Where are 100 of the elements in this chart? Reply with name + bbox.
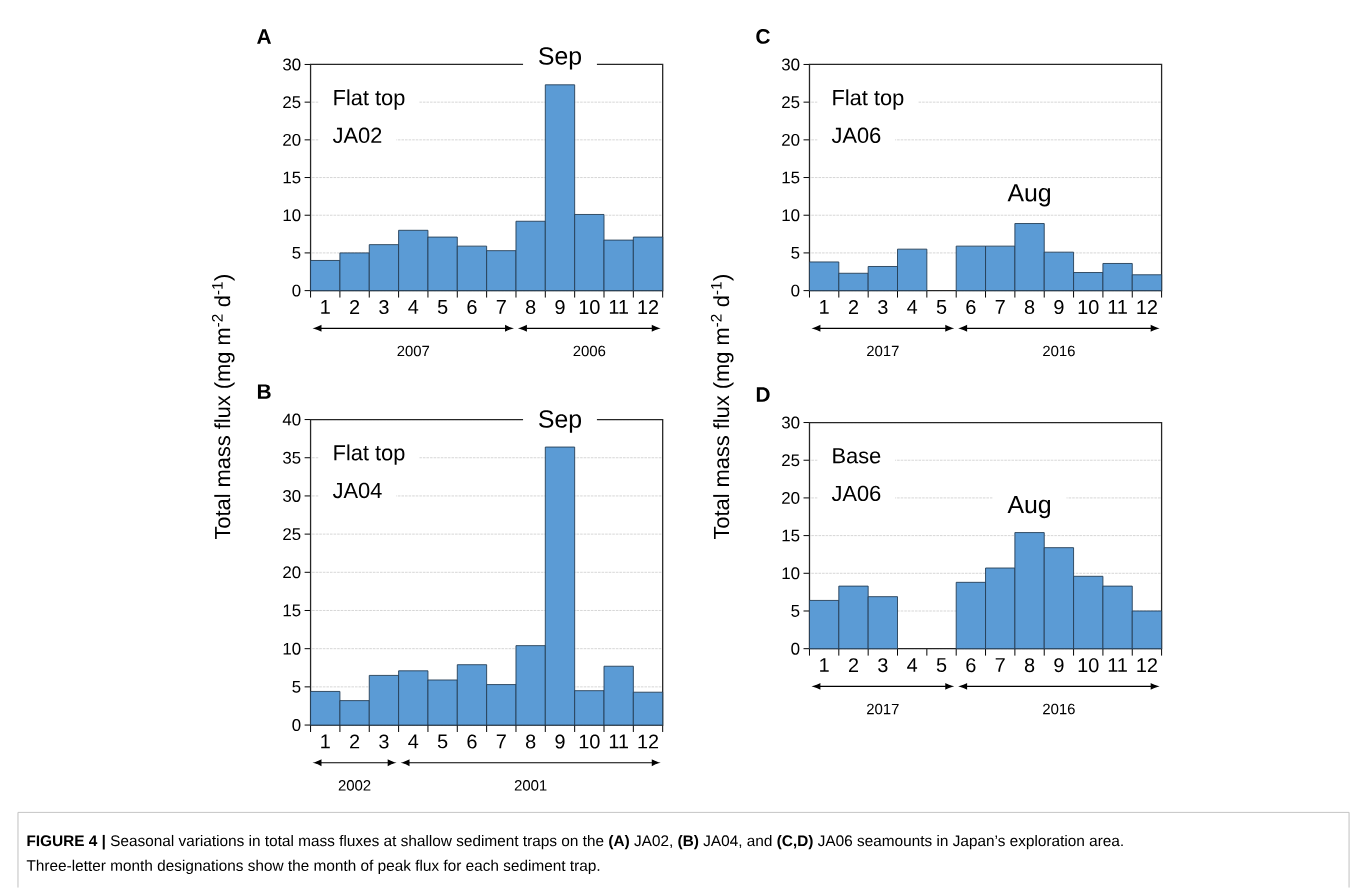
x-tick-label: 5 [936,658,947,673]
x-tick-label: 10 [579,300,600,315]
y-tick-label: 0 [292,719,301,732]
y-tick-label: 10 [283,209,301,222]
y-tick-label: 15 [782,171,800,184]
x-tick-label: 9 [555,300,565,315]
x-tick-label: 3 [379,734,389,749]
text: 2001 [514,780,547,791]
y-tick-label: 15 [782,529,800,542]
x-tick-label: 9 [555,734,565,749]
x-tick-label: 8 [525,734,536,749]
x-tick-label: 10 [579,734,600,749]
text: Base [833,448,881,464]
x-tick-label: 5 [936,300,947,315]
x-tick-label: 4 [408,734,419,749]
text: Three-letter month designations show the month of peak flux for each sediment trap. [26,859,600,875]
y-axis-title: Total mass flux (mg m$^{-2}$ d$^{-1}$) [710,275,734,540]
y-tick-label: 5 [791,247,800,259]
y-tick-label: 15 [283,171,301,184]
x-tick-label: 5 [437,300,448,315]
x-tick-label: 7 [496,300,506,314]
x-tick-label: 7 [496,734,506,749]
y-tick-label: 30 [283,58,301,71]
y-tick-label: 40 [282,413,301,426]
text: JA06 [831,127,881,144]
x-tick-label: 12 [1137,300,1157,315]
y-tick-label: 10 [782,209,800,222]
x-tick-label: 6 [467,734,477,749]
x-tick-label: 11 [609,300,628,314]
x-tick-label: 2 [848,658,859,673]
y-tick-label: 5 [791,605,800,618]
x-tick-label: 1 [321,300,330,314]
text: 2017 [867,703,899,715]
text: FIGURE 4 | Seasonal variations in total mass fluxes at shallow sediment traps on the (A) JA02, (B) JA04, and (C,D) JA06 seamounts in Japan’s exploration area. [27,835,1123,850]
x-tick-label: 2 [350,734,360,749]
x-tick-label: 4 [408,300,419,314]
text: Flat top [334,444,405,465]
x-tick-label: 3 [878,300,888,315]
x-tick-label: 3 [379,300,389,315]
text: 2006 [573,345,606,357]
annotation: Aug [1007,184,1051,207]
x-tick-label: 10 [1078,658,1099,673]
x-tick-label: 4 [907,300,918,314]
text: 2007 [397,345,430,357]
y-tick-label: 20 [782,492,800,505]
annotation: Sep [539,47,581,70]
y-tick-label: 20 [782,134,800,146]
y-tick-label: 25 [782,454,800,467]
y-tick-label: 25 [283,96,301,109]
x-tick-label: 12 [1137,658,1157,673]
y-tick-label: 0 [791,642,800,655]
text: B [257,384,271,399]
y-tick-label: 25 [283,528,301,541]
y-tick-label: 25 [782,96,800,109]
text: 2016 [1043,345,1075,357]
x-tick-label: 11 [1108,658,1127,672]
y-tick-label: 10 [283,642,301,655]
annotation: Aug [1007,496,1051,519]
y-tick-label: 15 [283,604,301,617]
y-tick-label: 30 [781,58,800,71]
text: JA04 [332,482,382,499]
x-tick-label: 6 [966,658,976,673]
x-tick-label: 7 [995,300,1005,314]
x-tick-label: 12 [638,300,659,315]
x-tick-label: 12 [638,734,659,749]
x-tick-label: 2 [848,300,859,315]
x-tick-label: 3 [878,658,888,673]
annotation: Sep [539,410,581,433]
x-tick-label: 9 [1054,658,1064,673]
y-tick-label: 35 [283,451,301,464]
text: Flat top [334,89,405,110]
text: 2017 [867,345,899,357]
x-tick-label: 8 [1024,658,1035,673]
x-tick-label: 6 [467,300,477,315]
text: 2002 [338,780,371,791]
x-tick-label: 1 [321,734,330,749]
y-tick-label: 0 [791,284,800,297]
text: C [756,29,770,44]
text: D [756,387,770,402]
x-tick-label: 6 [966,300,976,315]
y-tick-label: 10 [782,567,800,580]
x-tick-label: 9 [1054,300,1064,315]
y-tick-label: 30 [283,490,301,503]
text: 2016 [1043,703,1075,715]
y-tick-label: 20 [283,566,301,579]
y-tick-label: 5 [292,247,301,259]
text: A [257,29,272,44]
text: JA02 [332,127,382,144]
x-tick-label: 11 [1108,300,1127,314]
y-tick-label: 5 [292,681,301,693]
x-tick-label: 4 [907,658,918,672]
text: Flat top [833,89,904,110]
x-tick-label: 11 [609,734,628,749]
x-tick-label: 5 [437,734,448,749]
x-tick-label: 10 [1078,300,1099,315]
y-axis-title: Total mass flux (mg m$^{-2}$ d$^{-1}$) [211,275,235,540]
y-tick-label: 0 [292,284,301,297]
x-tick-label: 1 [820,300,829,314]
x-tick-label: 1 [820,658,829,672]
y-tick-label: 30 [781,416,800,429]
